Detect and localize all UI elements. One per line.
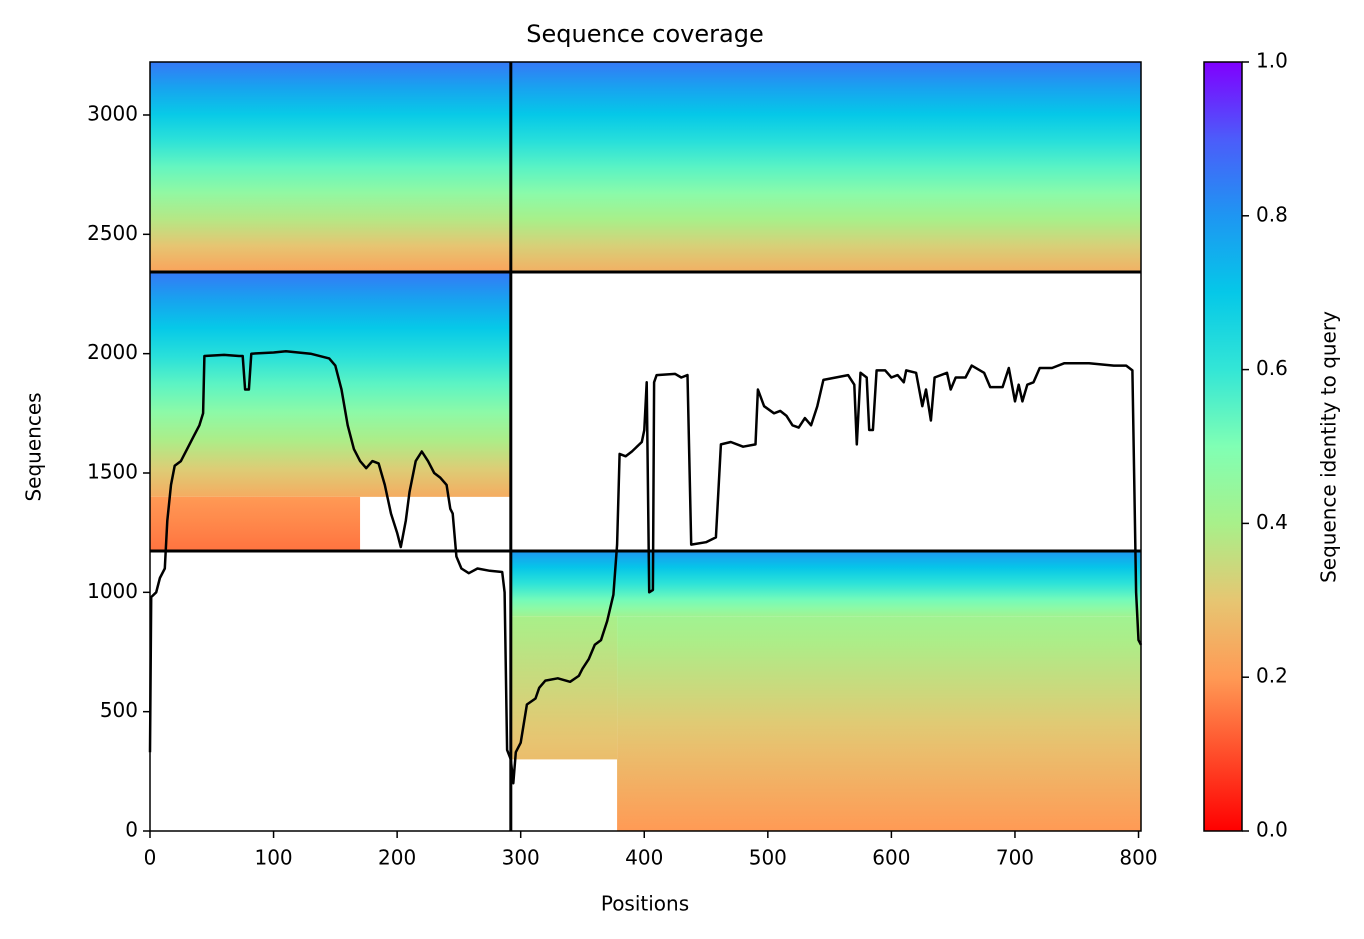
y-tick-label: 2500 — [87, 221, 138, 245]
msa-block — [150, 62, 511, 273]
x-tick-label: 400 — [625, 846, 663, 870]
plot-frame — [149, 61, 1142, 832]
x-tick-label: 200 — [378, 846, 416, 870]
y-axis-label: Sequences — [22, 392, 46, 501]
y-tick-label: 2000 — [87, 340, 138, 364]
chart-title: Sequence coverage — [526, 20, 763, 48]
colorbar-label: Sequence identity to query — [1317, 311, 1341, 583]
x-tick-label: 0 — [144, 846, 157, 870]
y-tick-label: 3000 — [87, 101, 138, 125]
y-tick-label: 1500 — [87, 459, 138, 483]
colorbar-tick-label: 0.4 — [1256, 510, 1288, 534]
x-tick-label: 800 — [1119, 846, 1157, 870]
colorbar — [1203, 61, 1243, 832]
msa-block — [510, 551, 1141, 617]
colorbar-tick-label: 1.0 — [1256, 49, 1288, 73]
x-tick-label: 100 — [254, 846, 292, 870]
x-tick-label: 500 — [749, 846, 787, 870]
colorbar-tick-label: 0.0 — [1256, 818, 1288, 842]
coverage-line — [148, 350, 1143, 785]
colorbar-tick-label: 0.8 — [1256, 202, 1288, 226]
colorbar-tick-label: 0.6 — [1256, 356, 1288, 380]
y-tick-label: 0 — [125, 818, 138, 842]
x-tick-label: 700 — [996, 846, 1034, 870]
y-tick-label: 500 — [100, 698, 138, 722]
y-tick-label: 1000 — [87, 579, 138, 603]
colorbar-tick-label: 0.2 — [1256, 664, 1288, 688]
msa-block — [510, 62, 1141, 273]
msa-block — [150, 496, 361, 552]
msa-block — [617, 616, 1141, 831]
x-tick-label: 600 — [872, 846, 910, 870]
x-tick-label: 300 — [502, 846, 540, 870]
msa-block — [150, 272, 511, 497]
x-axis-label: Positions — [601, 892, 689, 916]
